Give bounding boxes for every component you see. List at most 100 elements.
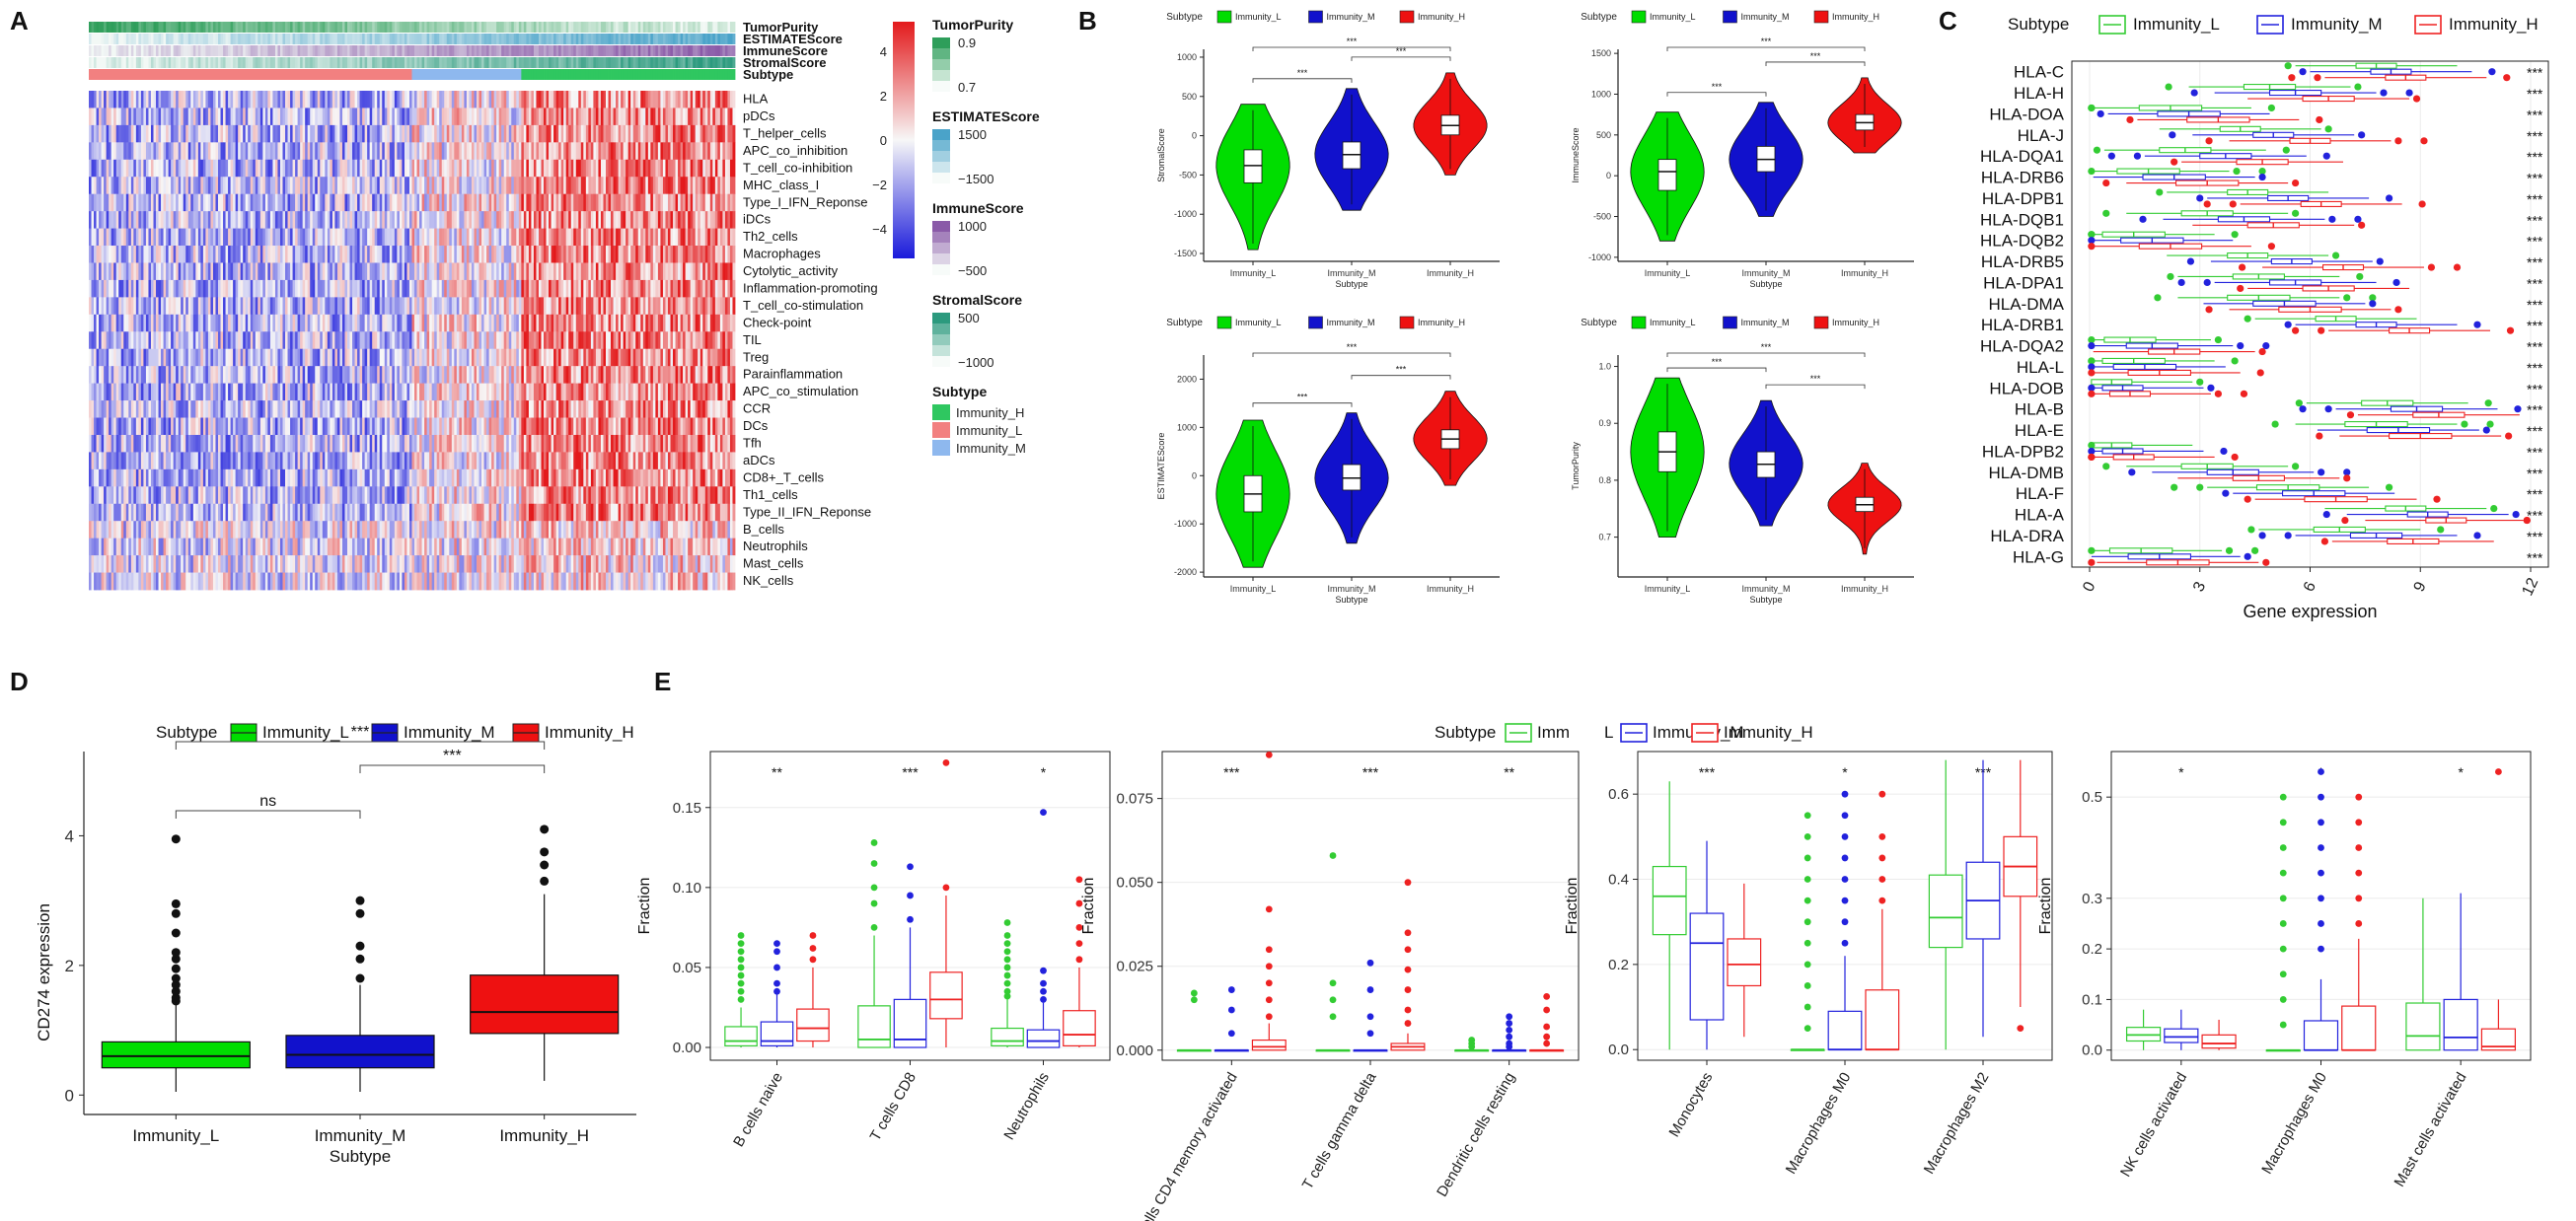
heatmap-annotation-cell (130, 69, 134, 80)
heatmap-cell (292, 228, 296, 247)
heatmap-cell (110, 246, 114, 263)
heatmap-cell (168, 124, 172, 143)
heatmap-annotation-cell (195, 57, 199, 68)
heatmap-annotation-cell (277, 45, 281, 56)
heatmap-cell (416, 124, 420, 143)
heatmap-annotation-cell (416, 34, 420, 44)
heatmap-annotation-cell (135, 69, 139, 80)
heatmap-cell (461, 262, 465, 281)
heatmap-cell (704, 108, 708, 126)
heatmap-cell (305, 193, 309, 212)
heatmap-cell (712, 124, 716, 143)
heatmap-annotation-cell (483, 69, 487, 80)
heatmap-annotation-cell (611, 45, 614, 56)
heatmap-cell (379, 246, 383, 263)
heatmap-cell (133, 246, 137, 263)
heatmap-annotation-cell (471, 57, 475, 68)
heatmap-cell (197, 314, 201, 332)
heatmap-annotation-cell (632, 57, 636, 68)
heatmap-cell (424, 314, 428, 332)
heatmap-annotation-cell (717, 69, 721, 80)
heatmap-annotation-cell (145, 45, 149, 56)
heatmap-cell (367, 193, 371, 212)
heatmap-annotation-cell (272, 22, 276, 33)
heatmap-annotation-cell (123, 22, 127, 33)
heatmap-cell (331, 211, 335, 229)
heatmap-cell (377, 142, 381, 161)
heatmap-cell (138, 124, 142, 143)
heatmap-annotation-cell (454, 69, 458, 80)
heatmap-cell (248, 159, 252, 178)
heatmap-cell (727, 262, 731, 281)
heatmap-cell (488, 142, 492, 161)
heatmap-annotation-cell (431, 34, 435, 44)
heatmap-cell (250, 91, 254, 108)
heatmap-annotation-cell (553, 34, 557, 44)
heatmap-cell (702, 108, 706, 126)
heatmap-annotation-cell (533, 22, 537, 33)
heatmap-cell (245, 211, 249, 229)
heatmap-cell (516, 108, 520, 126)
heatmap-cell (354, 262, 358, 281)
heatmap-cell (253, 124, 257, 143)
heatmap-cell (150, 142, 154, 161)
heatmap-annotation-cell (218, 34, 221, 44)
heatmap-cell (675, 228, 679, 247)
heatmap-cell (106, 193, 110, 212)
heatmap-cell (647, 159, 651, 178)
heatmap-annotation-cell (621, 57, 625, 68)
heatmap-annotation-cell (292, 34, 296, 44)
heatmap-cell (352, 108, 355, 126)
heatmap-cell (722, 159, 726, 178)
heatmap-cell (667, 246, 671, 263)
heatmap-cell (230, 177, 234, 195)
heatmap-cell (379, 262, 383, 281)
heatmap-cell (392, 262, 396, 281)
heatmap-cell (140, 297, 144, 316)
heatmap-cell (125, 159, 129, 178)
heatmap-annotation-cell (374, 22, 378, 33)
heatmap-annotation-cell (347, 22, 350, 33)
heatmap-cell (394, 159, 398, 178)
heatmap-cell (302, 124, 306, 143)
heatmap-cell (678, 124, 681, 143)
heatmap-cell (645, 124, 649, 143)
heatmap-cell (195, 177, 199, 195)
heatmap-annotation-cell (384, 57, 388, 68)
heatmap-annotation-cell (362, 69, 366, 80)
heatmap-cell (516, 177, 520, 195)
heatmap-annotation-cell (272, 45, 276, 56)
heatmap-cell (585, 124, 589, 143)
heatmap-cell (106, 211, 110, 229)
heatmap-cell (166, 193, 170, 212)
heatmap-cell (578, 159, 582, 178)
heatmap-cell (128, 142, 132, 161)
heatmap-cell (526, 177, 530, 195)
heatmap-cell (89, 91, 92, 108)
heatmap-annotation-cell (523, 45, 527, 56)
heatmap-cell (156, 177, 159, 195)
heatmap-cell (352, 314, 355, 332)
heatmap-cell (269, 159, 273, 178)
heatmap-annotation-cell (282, 69, 286, 80)
heatmap-cell (712, 262, 716, 281)
heatmap-cell (178, 262, 182, 281)
heatmap-cell (104, 193, 108, 212)
heatmap-cell (630, 279, 634, 298)
heatmap-cell (444, 314, 448, 332)
heatmap-annotation-cell (394, 69, 398, 80)
heatmap-cell (670, 142, 674, 161)
heatmap-annotation-cell (635, 69, 639, 80)
heatmap-cell (424, 142, 428, 161)
heatmap-cell (709, 228, 713, 247)
heatmap-annotation-cell (220, 34, 224, 44)
heatmap-annotation-cell (113, 69, 117, 80)
heatmap-cell (662, 262, 666, 281)
heatmap-cell (483, 279, 487, 298)
heatmap-annotation-cell (630, 34, 634, 44)
heatmap-cell (600, 246, 604, 263)
heatmap-cell (719, 142, 723, 161)
heatmap-annotation-row (89, 22, 736, 33)
heatmap-cell (279, 246, 283, 263)
heatmap-cell (508, 124, 512, 143)
